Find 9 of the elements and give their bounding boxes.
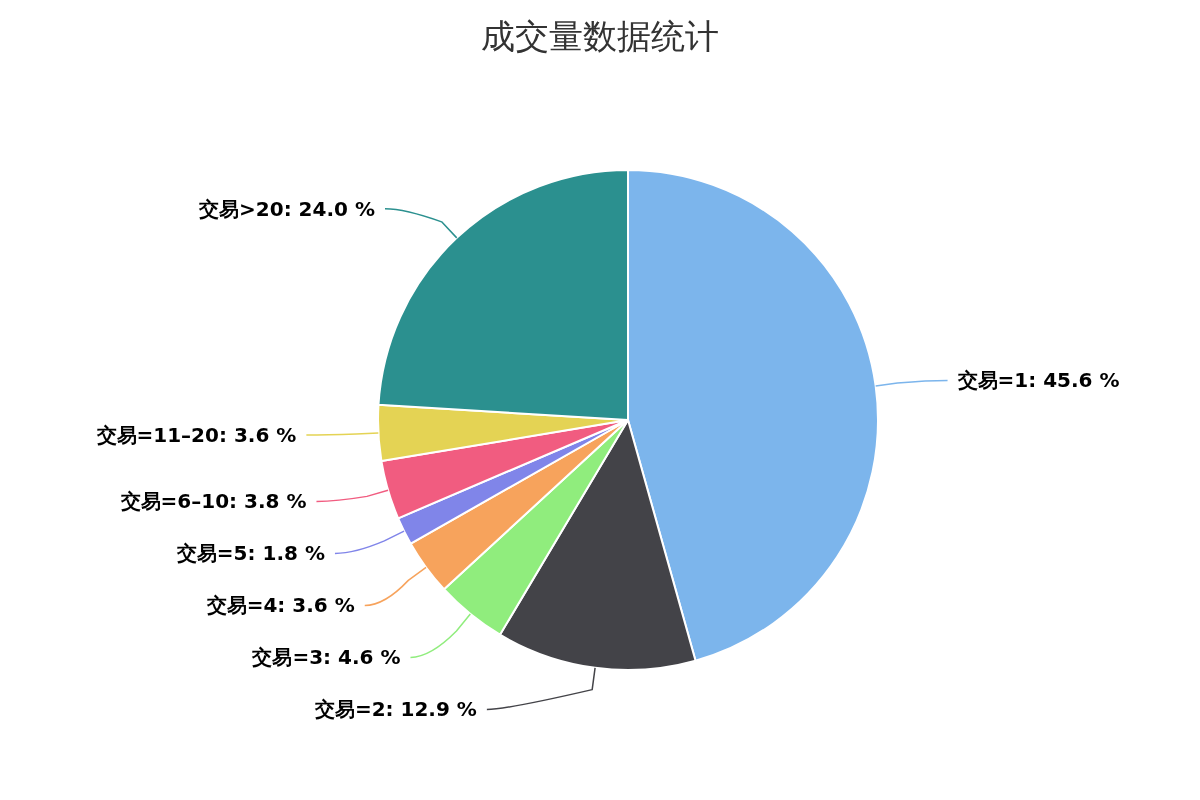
chart-title: 成交量数据统计 xyxy=(481,16,719,56)
slice-label: 交易>20: 24.0 % xyxy=(198,196,375,221)
slice-label: 交易=1: 45.6 % xyxy=(956,368,1120,393)
slice-label: 交易=11–20: 3.6 % xyxy=(95,423,297,448)
slice-label: 交易=5: 1.8 % xyxy=(175,541,325,566)
slice-label: 交易=6–10: 3.8 % xyxy=(119,489,307,514)
slice-label: 交易=2: 12.9 % xyxy=(313,697,477,722)
slice-label: 交易=3: 4.6 % xyxy=(251,645,401,670)
slice-label: 交易=4: 3.6 % xyxy=(205,593,355,618)
